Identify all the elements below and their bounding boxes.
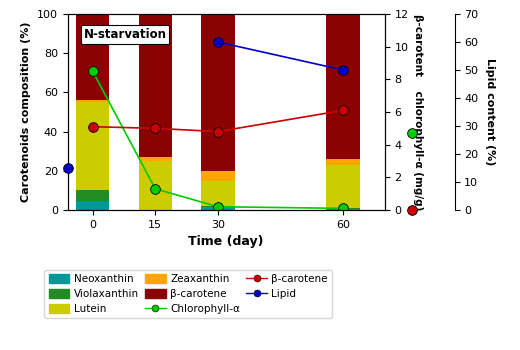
Text: N-starvation: N-starvation <box>84 28 166 41</box>
Bar <box>76 201 109 210</box>
Y-axis label: Lipid content (%): Lipid content (%) <box>485 58 495 166</box>
Bar <box>76 190 109 201</box>
Bar <box>201 171 235 181</box>
Bar <box>76 102 109 190</box>
Bar <box>327 159 360 165</box>
Bar <box>201 14 235 171</box>
Y-axis label: β-carotent    chlorophyll-α (mg/g): β-carotent chlorophyll-α (mg/g) <box>412 14 423 210</box>
Bar <box>327 165 360 208</box>
Bar <box>138 157 172 161</box>
Bar <box>327 209 360 210</box>
Y-axis label: Carotenoids composition (%): Carotenoids composition (%) <box>21 22 31 202</box>
Bar <box>76 100 109 102</box>
Bar <box>138 14 172 157</box>
Legend: Neoxanthin, Violaxanthin, Lutein, Zeaxanthin, β-carotene, Chlorophyll-α, β-carot: Neoxanthin, Violaxanthin, Lutein, Zeaxan… <box>45 270 332 318</box>
Bar <box>327 14 360 159</box>
Bar <box>76 14 109 100</box>
X-axis label: Time (day): Time (day) <box>188 235 264 248</box>
Bar <box>327 208 360 209</box>
Bar <box>201 206 235 207</box>
Bar <box>201 207 235 210</box>
Bar <box>138 161 172 210</box>
Bar <box>201 181 235 206</box>
